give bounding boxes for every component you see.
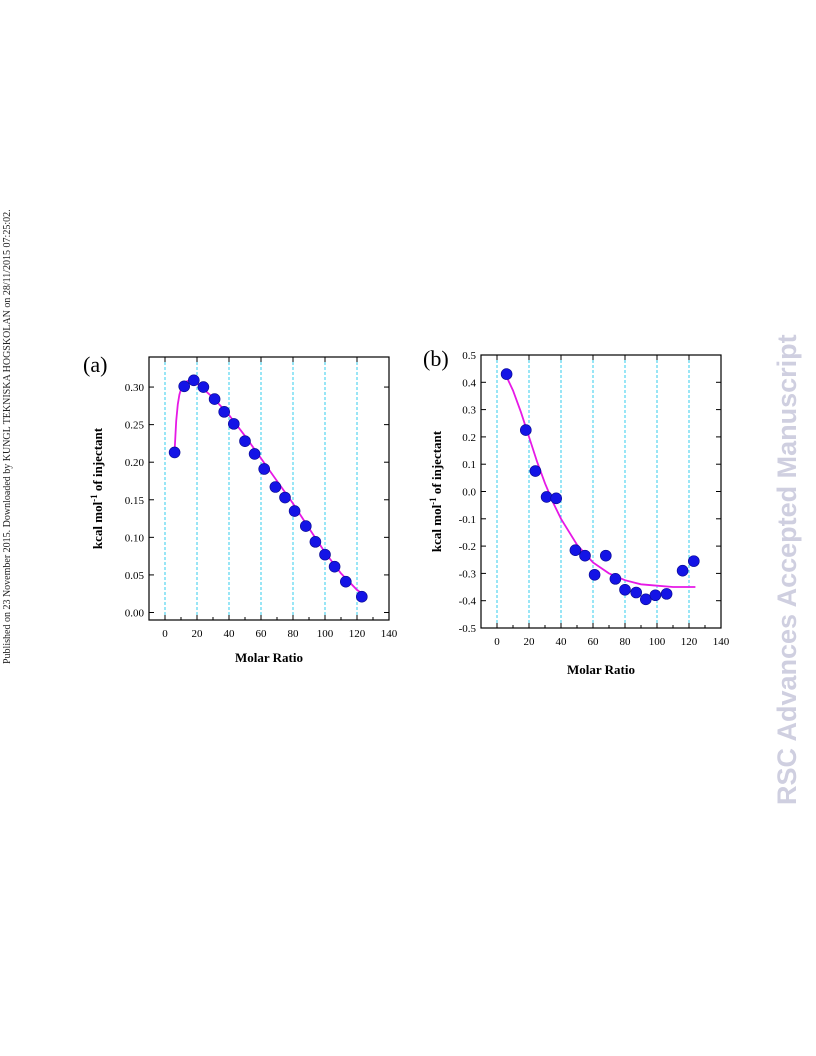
- data-point: [168, 446, 181, 459]
- x-tick-label: 40: [556, 636, 568, 648]
- y-tick-label: 0.3: [462, 405, 476, 417]
- y-tick-label: 0.10: [125, 532, 145, 544]
- panel-label: (b): [423, 346, 449, 371]
- data-point: [299, 520, 312, 532]
- x-tick-label: 60: [256, 628, 268, 640]
- data-point: [579, 549, 591, 562]
- data-point: [178, 380, 190, 393]
- y-tick-label: 0.4: [462, 377, 476, 389]
- data-point: [258, 463, 271, 475]
- x-axis-title: Molar Ratio: [567, 662, 635, 677]
- data-point: [197, 381, 210, 393]
- x-tick-label: 120: [349, 628, 366, 640]
- x-tick-label: 100: [649, 636, 666, 648]
- data-point: [519, 424, 532, 436]
- data-point: [279, 491, 291, 504]
- y-axis-title-part: kcal mol: [429, 504, 444, 552]
- data-point: [599, 549, 612, 562]
- y-tick-label: 0.2: [462, 432, 476, 444]
- data-point: [309, 536, 322, 548]
- y-tick-label: 0.25: [125, 420, 145, 432]
- y-axis-title-superscript: -1: [428, 497, 438, 505]
- panel-label: (a): [83, 352, 107, 377]
- data-point: [649, 589, 662, 602]
- plot-frame: [148, 356, 390, 621]
- data-point: [500, 368, 513, 380]
- data-point: [339, 575, 352, 588]
- y-axis-title-part: kcal mol: [90, 501, 105, 549]
- x-tick-label: 40: [224, 628, 236, 640]
- y-tick-label: 0.00: [125, 607, 145, 619]
- x-tick-label: 80: [288, 628, 300, 640]
- data-point: [619, 583, 631, 596]
- y-axis-title-superscript: -1: [89, 494, 99, 502]
- x-tick-label: 140: [713, 636, 730, 648]
- data-point: [588, 568, 601, 581]
- y-tick-label: 0.05: [125, 570, 145, 582]
- data-point: [228, 418, 240, 430]
- data-point: [239, 435, 251, 447]
- data-point: [609, 573, 622, 585]
- y-axis-title: kcal mol-1 of injectant: [428, 430, 444, 552]
- data-point: [630, 586, 643, 599]
- x-tick-label: 0: [162, 628, 168, 640]
- x-tick-label: 60: [588, 636, 600, 648]
- y-tick-label: 0.15: [125, 495, 145, 507]
- y-axis-title-part: of injectant: [429, 430, 444, 497]
- data-point: [218, 406, 230, 418]
- x-tick-label: 0: [494, 636, 500, 648]
- data-point: [288, 505, 301, 517]
- data-point: [540, 491, 553, 503]
- data-point: [355, 590, 368, 603]
- data-point: [687, 555, 700, 567]
- data-point: [269, 481, 282, 493]
- y-tick-label: -0.1: [459, 514, 476, 526]
- y-tick-label: -0.5: [459, 623, 477, 635]
- data-point: [188, 374, 200, 387]
- data-point: [529, 465, 542, 477]
- x-tick-label: 140: [381, 628, 398, 640]
- y-tick-label: -0.4: [459, 596, 477, 608]
- data-point: [660, 588, 673, 600]
- x-tick-label: 100: [317, 628, 334, 640]
- y-tick-label: 0.5: [462, 350, 476, 362]
- data-point: [676, 564, 689, 577]
- data-point: [328, 560, 341, 573]
- chart-panel-b: 0 20 40 60 80 100 120 140 -0.5 -0.4 -0.3 -0.2 -0.1 0.…: [423, 346, 730, 677]
- y-tick-label: 0.1: [462, 459, 476, 471]
- data-point: [319, 548, 331, 561]
- x-axis-title: Molar Ratio: [235, 650, 303, 665]
- y-tick-label: 0.0: [462, 487, 476, 499]
- x-tick-label: 20: [524, 636, 536, 648]
- y-tick-label: -0.2: [459, 541, 476, 553]
- y-tick-label: 0.30: [125, 382, 145, 394]
- x-tick-label: 80: [620, 636, 632, 648]
- y-axis-title: kcal mol-1 of injectant: [89, 427, 105, 549]
- data-point: [550, 492, 563, 505]
- x-tick-label: 20: [192, 628, 204, 640]
- data-point: [208, 393, 221, 405]
- y-tick-label: -0.3: [459, 568, 477, 580]
- y-axis-title-part: of injectant: [90, 427, 105, 494]
- data-point: [248, 448, 261, 460]
- chart-panel-a: 0 20 40 60 80 100 120 140 0.00 0.05 0.10 0.15 0.20 0.…: [83, 352, 398, 665]
- data-point: [569, 544, 582, 556]
- x-tick-label: 120: [681, 636, 698, 648]
- y-tick-label: 0.20: [125, 457, 145, 469]
